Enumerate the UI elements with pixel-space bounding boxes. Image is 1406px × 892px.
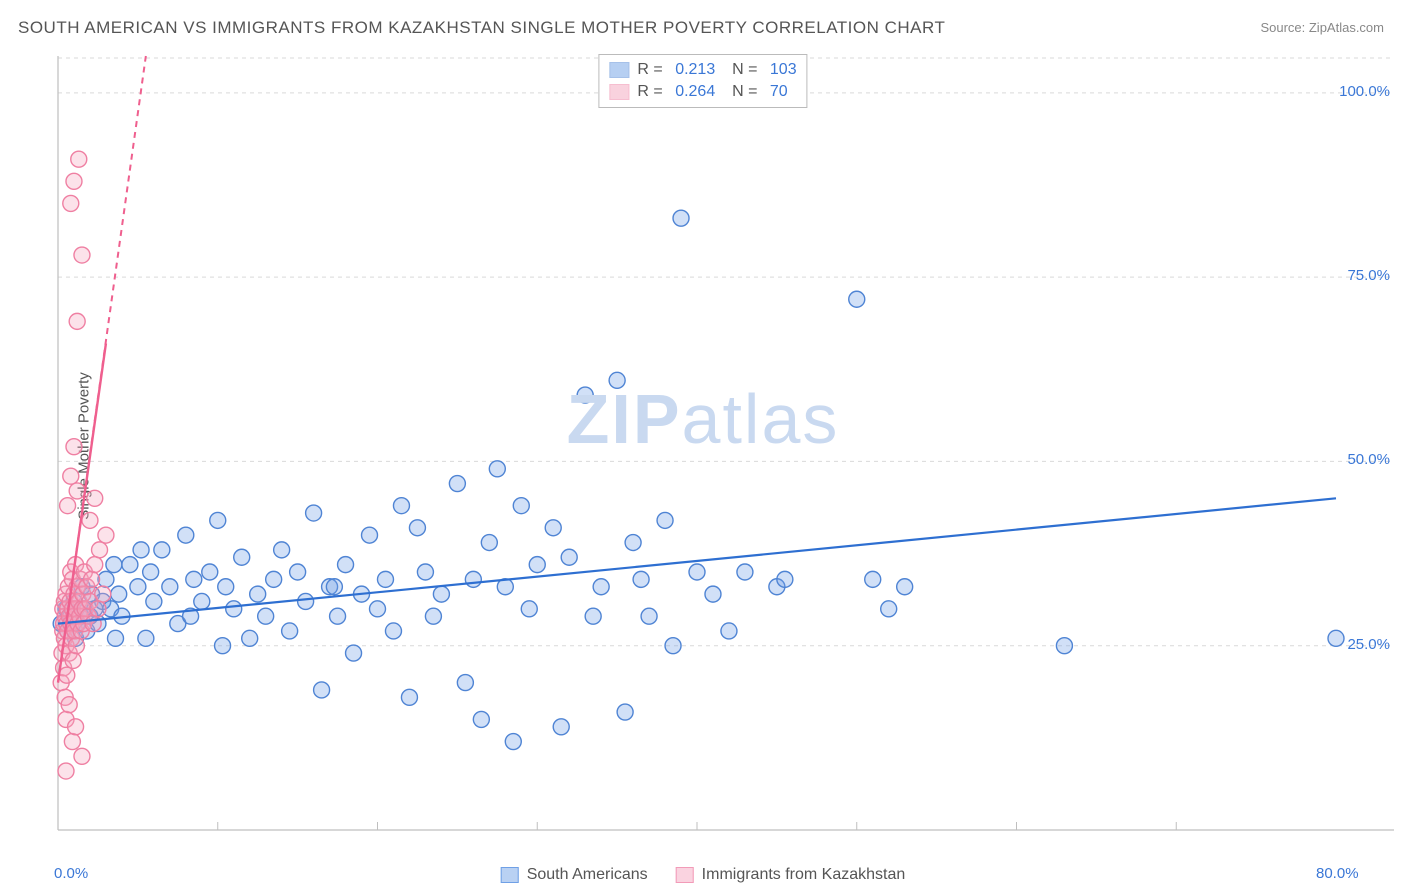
scatter-svg bbox=[50, 48, 1396, 850]
correlation-legend: R = 0.213 N = 103 R = 0.264 N = 70 bbox=[598, 54, 807, 108]
legend-r-value: 0.213 bbox=[671, 61, 715, 79]
y-tick-label: 25.0% bbox=[1347, 636, 1390, 653]
legend-row: R = 0.264 N = 70 bbox=[609, 81, 796, 103]
plot-area bbox=[50, 48, 1396, 850]
legend-n-value: 70 bbox=[765, 83, 787, 101]
legend-n-label: N = bbox=[723, 61, 757, 79]
legend-row: R = 0.213 N = 103 bbox=[609, 59, 796, 81]
legend-bottom-label: South Americans bbox=[527, 866, 648, 884]
legend-swatch bbox=[609, 62, 629, 78]
legend-r-value: 0.264 bbox=[671, 83, 715, 101]
source-attribution: Source: ZipAtlas.com bbox=[1260, 20, 1384, 35]
y-tick-label: 75.0% bbox=[1347, 267, 1390, 284]
legend-bottom-label: Immigrants from Kazakhstan bbox=[702, 866, 906, 884]
x-tick-label: 0.0% bbox=[54, 865, 88, 882]
legend-n-value: 103 bbox=[765, 61, 796, 79]
legend-swatch bbox=[501, 867, 519, 883]
legend-bottom-item: South Americans bbox=[501, 866, 648, 884]
legend-bottom-item: Immigrants from Kazakhstan bbox=[676, 866, 906, 884]
chart-title: SOUTH AMERICAN VS IMMIGRANTS FROM KAZAKH… bbox=[18, 18, 945, 38]
legend-swatch bbox=[609, 84, 629, 100]
legend-n-label: N = bbox=[723, 83, 757, 101]
series-legend: South Americans Immigrants from Kazakhsta… bbox=[501, 866, 906, 884]
y-tick-label: 100.0% bbox=[1339, 83, 1390, 100]
source-value: ZipAtlas.com bbox=[1309, 20, 1384, 35]
source-label: Source: bbox=[1260, 20, 1308, 35]
legend-swatch bbox=[676, 867, 694, 883]
legend-r-label: R = bbox=[637, 83, 662, 101]
y-tick-label: 50.0% bbox=[1347, 451, 1390, 468]
legend-r-label: R = bbox=[637, 61, 662, 79]
x-tick-label: 80.0% bbox=[1316, 865, 1359, 882]
